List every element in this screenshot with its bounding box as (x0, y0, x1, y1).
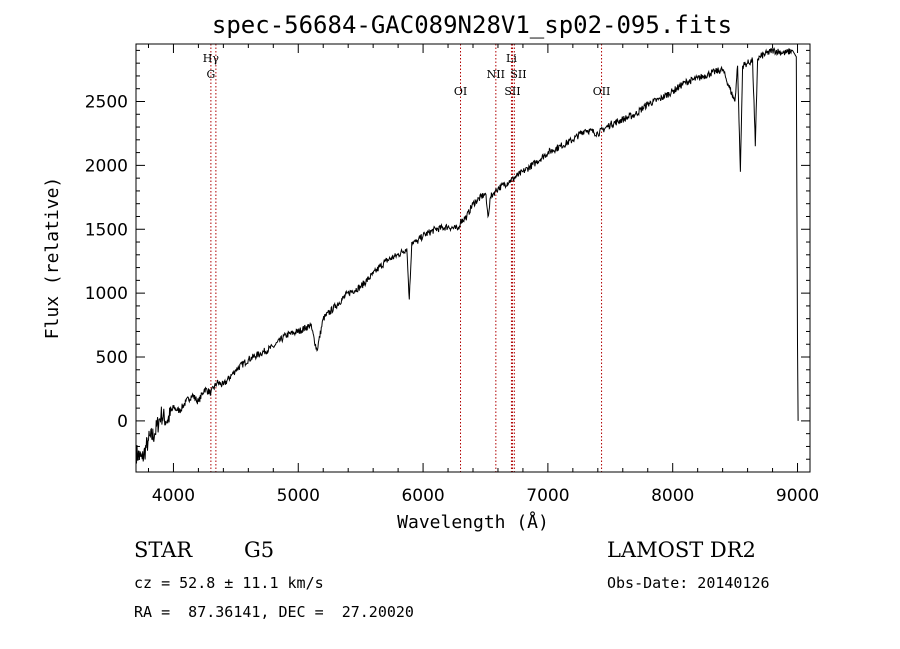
coordinates-text: RA = 87.36141, DEC = 27.20020 (134, 603, 414, 621)
spectral-line-label: NII (487, 68, 505, 81)
spectrum-series (135, 47, 799, 464)
spectrum-line (135, 47, 799, 464)
x-tick-label: 6000 (401, 486, 444, 506)
y-tick-label: 0 (117, 412, 128, 432)
axis-ticks: 4000 5000 6000 7000 8000 9000 0 500 1000 1500 2000… (85, 44, 819, 506)
x-tick-label: 9000 (776, 486, 819, 506)
x-tick-label: 4000 (152, 486, 195, 506)
x-tick-label: 8000 (651, 486, 694, 506)
x-axis-label: Wavelength (Å) (397, 511, 549, 533)
y-tick-label: 1500 (85, 220, 128, 240)
observation-date: Obs-Date: 20140126 (607, 574, 770, 592)
y-tick-label: 2000 (85, 156, 128, 176)
x-tick-label: 5000 (277, 486, 320, 506)
spectral-line-label: G (206, 68, 215, 81)
plot-frame (135, 43, 811, 473)
x-tick-label: 7000 (526, 486, 569, 506)
chart-title: spec-56684-GAC089N28V1_sp02-095.fits (212, 11, 732, 39)
survey-name: LAMOST DR2 (607, 538, 756, 562)
spectral-line-label: Hγ (203, 52, 220, 65)
object-subclass: G5 (244, 538, 275, 562)
y-tick-label: 500 (96, 348, 128, 368)
object-class: STAR (134, 538, 193, 562)
y-tick-label: 2500 (85, 92, 128, 112)
spectral-line-label: SII (510, 68, 526, 81)
y-tick-label: 1000 (85, 284, 128, 304)
spectral-line-label: OII (593, 85, 611, 98)
redshift-text: cz = 52.8 ± 11.1 km/s (134, 574, 324, 592)
y-axis-label: Flux (relative) (42, 177, 63, 340)
spectral-line-label: Li (506, 52, 517, 65)
spectral-line-label: OI (454, 85, 467, 98)
spectral-line-label: SII (504, 85, 520, 98)
